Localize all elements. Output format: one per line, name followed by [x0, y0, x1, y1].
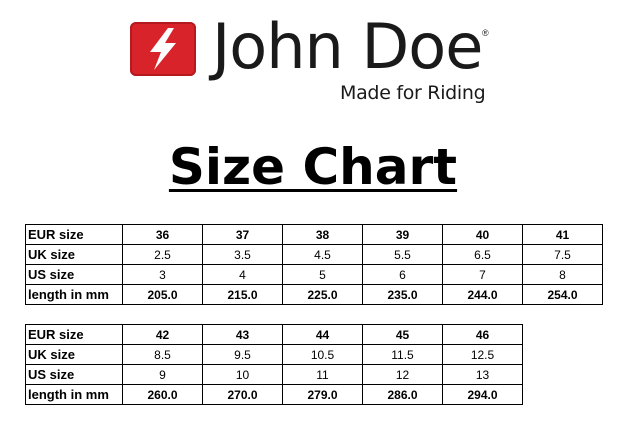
- table-cell: 7.5: [522, 244, 603, 265]
- brand-name: John Doe: [212, 10, 483, 83]
- table-cell: 12.5: [442, 344, 523, 365]
- table-cell: 12: [362, 364, 443, 385]
- table-cell: 3.5: [202, 244, 283, 265]
- table-cell: 13: [442, 364, 523, 385]
- brand-logo: John Doe ® Made for Riding: [130, 12, 490, 106]
- table-row-uk: UK size 2.5 3.5 4.5 5.5 6.5 7.5: [25, 244, 603, 265]
- table-row-eur: EUR size 42 43 44 45 46: [25, 324, 523, 345]
- table-cell: 36: [122, 224, 203, 245]
- table-cell: 254.0: [522, 284, 603, 305]
- table-cell: 279.0: [282, 384, 363, 405]
- row-label-us: US size: [25, 364, 123, 385]
- table-cell: 244.0: [442, 284, 523, 305]
- size-table-1: EUR size 36 37 38 39 40 41 UK size 2.5 3…: [25, 224, 603, 305]
- table-cell: 42: [122, 324, 203, 345]
- table-cell: 235.0: [362, 284, 443, 305]
- table-cell: 294.0: [442, 384, 523, 405]
- table-cell: 225.0: [282, 284, 363, 305]
- brand-tagline: Made for Riding: [340, 82, 486, 104]
- table-row-length: length in mm 260.0 270.0 279.0 286.0 294…: [25, 384, 523, 405]
- size-table-2: EUR size 42 43 44 45 46 UK size 8.5 9.5 …: [25, 324, 523, 405]
- table-cell: 215.0: [202, 284, 283, 305]
- table-cell: 39: [362, 224, 443, 245]
- table-cell: 37: [202, 224, 283, 245]
- table-cell: 6: [362, 264, 443, 285]
- table-row-eur: EUR size 36 37 38 39 40 41: [25, 224, 603, 245]
- row-label-uk: UK size: [25, 344, 123, 365]
- page-title: Size Chart: [0, 136, 626, 198]
- table-cell: 10: [202, 364, 283, 385]
- table-cell: 3: [122, 264, 203, 285]
- table-cell: 5: [282, 264, 363, 285]
- row-label-length: length in mm: [25, 284, 123, 305]
- row-label-uk: UK size: [25, 244, 123, 265]
- table-cell: 7: [442, 264, 523, 285]
- table-cell: 40: [442, 224, 523, 245]
- logo-badge: [130, 22, 196, 76]
- table-cell: 8: [522, 264, 603, 285]
- table-cell: 4.5: [282, 244, 363, 265]
- page-title-text: Size Chart: [168, 138, 458, 196]
- table-row-us: US size 9 10 11 12 13: [25, 364, 523, 385]
- table-cell: 260.0: [122, 384, 203, 405]
- table-cell: 43: [202, 324, 283, 345]
- table-cell: 46: [442, 324, 523, 345]
- table-cell: 10.5: [282, 344, 363, 365]
- table-cell: 38: [282, 224, 363, 245]
- table-cell: 9: [122, 364, 203, 385]
- row-label-eur: EUR size: [25, 324, 123, 345]
- table-cell: 286.0: [362, 384, 443, 405]
- row-label-us: US size: [25, 264, 123, 285]
- table-row-uk: UK size 8.5 9.5 10.5 11.5 12.5: [25, 344, 523, 365]
- row-label-length: length in mm: [25, 384, 123, 405]
- registered-mark: ®: [482, 28, 489, 38]
- table-cell: 2.5: [122, 244, 203, 265]
- table-row-length: length in mm 205.0 215.0 225.0 235.0 244…: [25, 284, 603, 305]
- row-label-eur: EUR size: [25, 224, 123, 245]
- table-cell: 8.5: [122, 344, 203, 365]
- table-cell: 41: [522, 224, 603, 245]
- table-cell: 11.5: [362, 344, 443, 365]
- table-cell: 4: [202, 264, 283, 285]
- lightning-bolt-icon: [150, 28, 176, 70]
- table-cell: 270.0: [202, 384, 283, 405]
- table-cell: 6.5: [442, 244, 523, 265]
- table-cell: 5.5: [362, 244, 443, 265]
- table-row-us: US size 3 4 5 6 7 8: [25, 264, 603, 285]
- table-cell: 11: [282, 364, 363, 385]
- table-cell: 44: [282, 324, 363, 345]
- table-cell: 9.5: [202, 344, 283, 365]
- table-cell: 45: [362, 324, 443, 345]
- table-cell: 205.0: [122, 284, 203, 305]
